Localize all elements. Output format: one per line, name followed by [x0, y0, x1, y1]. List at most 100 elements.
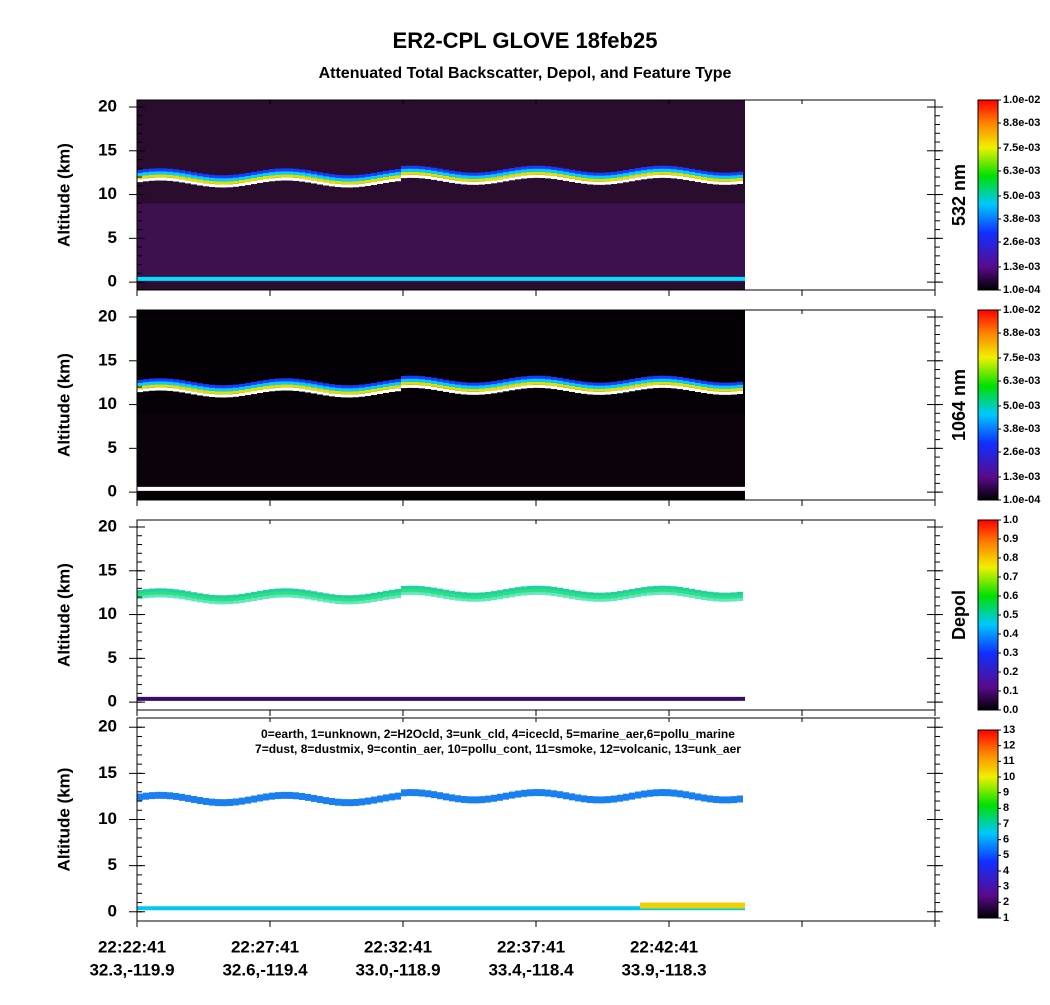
cloud-band [533, 171, 539, 175]
cloud-band [209, 390, 215, 394]
cloud-band [221, 178, 227, 182]
cloud-band [281, 381, 287, 385]
cloud-band [245, 796, 251, 804]
colorbar-tick-label: 3.8e-03 [1003, 423, 1040, 435]
cloud-band [233, 390, 239, 394]
cloud-band [257, 386, 263, 390]
cloud-band [449, 173, 455, 177]
cloud-band [491, 384, 497, 388]
cloud-band [437, 792, 443, 800]
cloud-band [731, 178, 737, 182]
cloud-band [563, 594, 569, 598]
cloud-band [503, 388, 509, 392]
cloud-band [569, 388, 575, 392]
cloud-band [551, 790, 557, 798]
cloud-band [161, 791, 167, 799]
cloud-band [539, 789, 545, 797]
cloud-band [365, 182, 371, 186]
cloud-band [431, 593, 437, 597]
cloud-band [401, 385, 407, 389]
cloud-band [377, 180, 383, 184]
cloud-band [329, 597, 335, 601]
cloud-band [245, 392, 251, 396]
cloud-band [683, 386, 689, 390]
cloud-band [701, 176, 707, 180]
cloud-band [239, 386, 245, 390]
cloud-band [353, 798, 359, 806]
cloud-band [455, 795, 461, 803]
y-tick-label: 20 [98, 516, 117, 535]
colorbar-tick-label: 7 [1003, 818, 1009, 830]
cloud-band [389, 382, 395, 386]
colorbar-tick-label: 1.0 [1003, 514, 1018, 526]
cloud-band [377, 177, 383, 181]
cloud-band [455, 180, 461, 184]
cloud-band [695, 793, 701, 801]
cloud-band [629, 382, 635, 386]
cloud-band [209, 798, 215, 806]
cloud-band [671, 385, 677, 389]
cloud-band [233, 393, 239, 397]
y-axis-label: Altitude (km) [54, 768, 73, 872]
cloud-band [623, 386, 629, 390]
cloud-band [527, 175, 533, 179]
cloud-band [737, 795, 743, 803]
cloud-band [281, 177, 287, 181]
cloud-band [233, 183, 239, 187]
cloud-band [509, 174, 515, 178]
cloud-band [557, 170, 563, 174]
cloud-band [299, 175, 305, 179]
cloud-band [599, 385, 605, 389]
cloud-band [407, 378, 413, 382]
cloud-band [305, 793, 311, 801]
cloud-band [449, 383, 455, 387]
cloud-band [551, 379, 557, 383]
cloud-band [179, 176, 185, 180]
colorbar-tick-label: 5.0e-03 [1003, 190, 1040, 202]
cloud-band [479, 796, 485, 804]
cloud-band [347, 184, 353, 188]
cloud-band [533, 168, 539, 172]
cloud-band [557, 791, 563, 799]
cloud-band [599, 796, 605, 804]
cloud-band [299, 792, 305, 800]
cloud-band [701, 593, 707, 597]
cloud-band [275, 174, 281, 178]
cloud-band [383, 794, 389, 802]
cloud-band [515, 593, 521, 597]
cloud-band [521, 592, 527, 596]
cloud-band [227, 394, 233, 398]
cloud-band [557, 386, 563, 390]
cloud-band [215, 799, 221, 807]
cloud-band [575, 389, 581, 393]
cloud-band [329, 177, 335, 181]
cloud-band [323, 182, 329, 186]
cloud-band [203, 797, 209, 805]
cloud-band [155, 594, 161, 598]
cloud-band [359, 183, 365, 187]
cloud-band [143, 592, 149, 596]
cloud-band [467, 178, 473, 182]
cloud-band [263, 175, 269, 179]
x-tick-label: 32.6,-119.4 [222, 960, 308, 979]
colorbar-tick-label: 5.0e-03 [1003, 400, 1040, 412]
cloud-band [269, 595, 275, 599]
cloud-band [503, 792, 509, 800]
cloud-band [137, 179, 143, 183]
cloud-band [173, 175, 179, 179]
cloud-band [173, 595, 179, 599]
cloud-band [353, 601, 359, 605]
cloud-band [479, 178, 485, 182]
colorbar-label: Depol [949, 590, 969, 640]
cloud-band [311, 174, 317, 178]
cloud-band [545, 789, 551, 797]
cloud-band [683, 383, 689, 387]
cloud-band [287, 591, 293, 595]
cloud-band [707, 174, 713, 178]
cloud-band [251, 181, 257, 185]
cloud-band [527, 592, 533, 596]
cloud-band [323, 599, 329, 603]
cloud-band [233, 798, 239, 806]
cloud-band [263, 595, 269, 599]
cloud-band [629, 175, 635, 179]
